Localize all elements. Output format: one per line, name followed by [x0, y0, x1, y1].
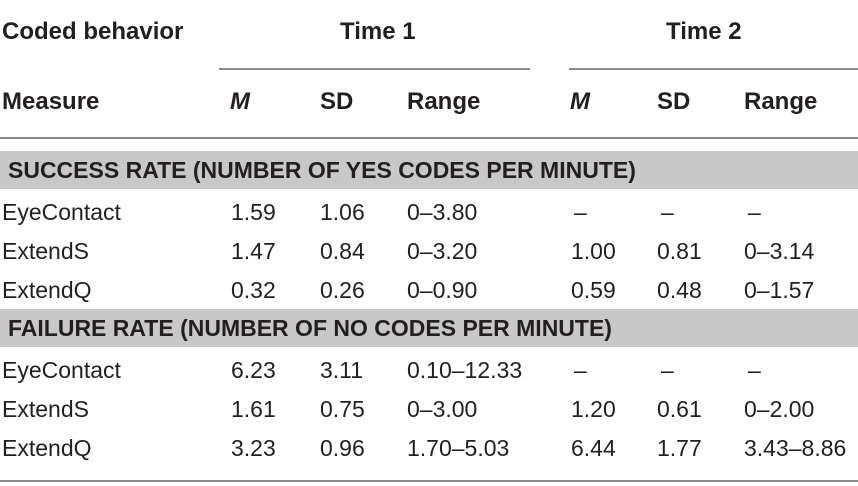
t1-m-cell: 0.32 [231, 277, 276, 303]
time2-header: Time 2 [666, 18, 742, 45]
t2-m-header: M [570, 88, 590, 115]
t1-sd-cell: 3.11 [320, 357, 364, 383]
time1-header: Time 1 [340, 18, 416, 45]
t2-sd-cell: – [661, 357, 674, 383]
t1-range-cell: 0.10–12.33 [407, 357, 523, 383]
t1-sd-cell: 0.84 [320, 238, 365, 264]
t1-range-header: Range [407, 88, 481, 115]
header-bottom-rule [0, 137, 858, 139]
section-title: SUCCESS RATE (NUMBER OF YES CODES PER MI… [8, 157, 636, 183]
section-failure-rate: FAILURE RATE (NUMBER OF NO CODES PER MIN… [0, 309, 858, 347]
measure-cell: EyeContact [2, 357, 121, 383]
measure-cell: ExtendQ [2, 435, 92, 461]
table-bottom-rule [0, 480, 858, 482]
time2-rule [569, 68, 858, 70]
section-title: FAILURE RATE (NUMBER OF NO CODES PER MIN… [8, 315, 612, 341]
t2-sd-cell: 0.48 [657, 277, 702, 303]
t2-sd-header: SD [657, 88, 691, 115]
measure-cell: ExtendS [2, 396, 89, 422]
t2-m-cell: – [574, 357, 587, 383]
t1-sd-cell: 0.96 [320, 435, 365, 461]
t1-m-header: M [230, 88, 250, 115]
t2-m-cell: 0.59 [571, 277, 616, 303]
t1-range-cell: 0–0.90 [407, 277, 478, 303]
t2-range-cell: 0–1.57 [744, 277, 815, 303]
t1-m-cell: 3.23 [231, 435, 276, 461]
t2-m-cell: 1.20 [571, 396, 616, 422]
t2-sd-cell: – [661, 199, 674, 225]
measure-cell: EyeContact [2, 199, 121, 225]
t1-range-cell: 0–3.80 [407, 199, 478, 225]
t1-m-cell: 1.59 [231, 199, 276, 225]
time1-rule [219, 68, 530, 70]
t2-range-cell: 3.43–8.86 [744, 435, 847, 461]
t2-sd-cell: 1.77 [657, 435, 702, 461]
t1-sd-cell: 1.06 [320, 199, 365, 225]
t2-m-cell: 1.00 [571, 238, 616, 264]
section-success-rate: SUCCESS RATE (NUMBER OF YES CODES PER MI… [0, 151, 858, 189]
t1-sd-cell: 0.26 [320, 277, 365, 303]
t1-range-cell: 0–3.20 [407, 238, 478, 264]
t1-range-cell: 1.70–5.03 [407, 435, 510, 461]
t1-m-cell: 6.23 [231, 357, 276, 383]
t1-m-cell: 1.47 [231, 238, 276, 264]
t1-sd-header: SD [320, 88, 354, 115]
t2-range-header: Range [744, 88, 818, 115]
t2-sd-cell: 0.81 [657, 238, 702, 264]
t2-m-cell: 6.44 [571, 435, 616, 461]
t2-range-cell: 0–2.00 [744, 396, 815, 422]
t2-range-cell: – [748, 357, 761, 383]
coded-behavior-header: Coded behavior [2, 18, 184, 45]
t2-range-cell: 0–3.14 [744, 238, 815, 264]
measure-cell: ExtendS [2, 238, 89, 264]
t2-sd-cell: 0.61 [657, 396, 702, 422]
t1-range-cell: 0–3.00 [407, 396, 478, 422]
t1-m-cell: 1.61 [231, 396, 276, 422]
t1-sd-cell: 0.75 [320, 396, 365, 422]
t2-m-cell: – [574, 199, 587, 225]
t2-range-cell: – [748, 199, 761, 225]
measure-cell: ExtendQ [2, 277, 92, 303]
measure-header: Measure [2, 88, 100, 115]
